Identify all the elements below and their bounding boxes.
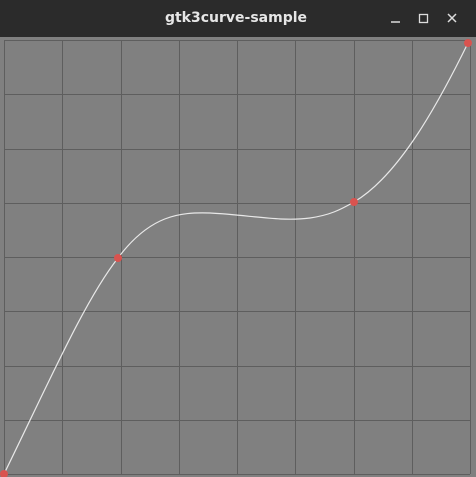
window-title: gtk3curve-sample [165, 10, 307, 26]
close-button[interactable] [441, 8, 463, 30]
maximize-hit[interactable] [412, 8, 434, 30]
minimize-hit[interactable] [384, 8, 406, 30]
control-point[interactable] [464, 39, 472, 47]
control-point[interactable] [350, 198, 358, 206]
maximize-button[interactable] [412, 8, 434, 30]
grid [4, 40, 471, 475]
close-icon [447, 13, 457, 23]
curve [3, 42, 469, 475]
control-point[interactable] [0, 470, 8, 477]
maximize-icon [418, 13, 429, 24]
minimize-button[interactable] [384, 8, 406, 30]
control-point[interactable] [114, 254, 122, 262]
title-bar [0, 0, 476, 37]
